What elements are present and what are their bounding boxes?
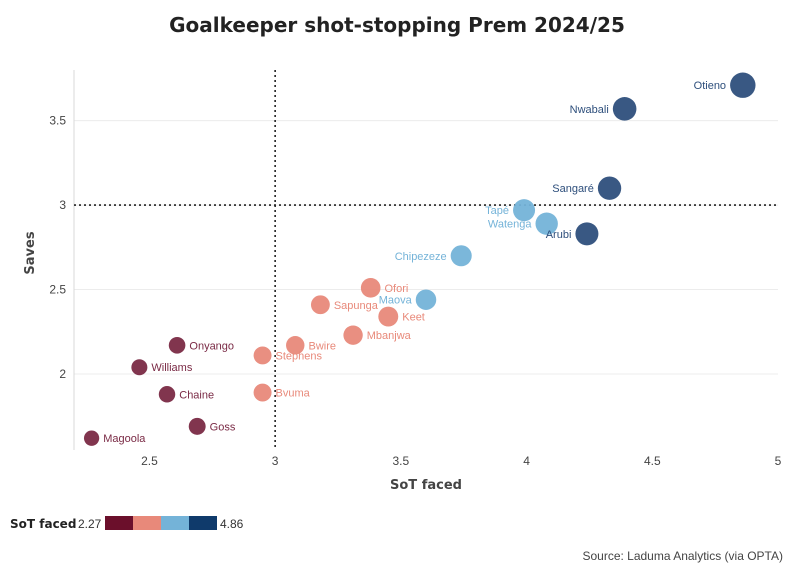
data-label: Arubi [546, 229, 572, 241]
data-label: Chaine [179, 389, 214, 401]
legend-swatch [189, 516, 217, 530]
data-point [168, 336, 186, 354]
legend-title: SoT faced [10, 517, 76, 531]
data-point [158, 386, 176, 403]
data-point [253, 383, 272, 402]
y-axis-title: Saves [23, 231, 38, 274]
legend-swatch [161, 516, 189, 530]
data-label: Stephens [276, 350, 323, 362]
data-label: Williams [151, 362, 192, 374]
legend-min-label: 2.27 [78, 517, 102, 531]
data-label: Goss [210, 421, 236, 433]
x-tick-label: 3 [272, 454, 279, 468]
y-tick-label: 3 [59, 198, 66, 212]
data-label: Magoola [103, 433, 146, 445]
legend-swatch [133, 516, 161, 530]
data-label: Otieno [694, 80, 726, 92]
data-label: Onyango [189, 340, 234, 352]
reference-lines [74, 70, 778, 450]
x-tick-label: 4.5 [644, 454, 661, 468]
data-point [253, 346, 272, 365]
chart-title: Goalkeeper shot-stopping Prem 2024/25 [169, 13, 625, 37]
data-labels: Otieno Nwabali Sangaré Arubi Tapé Watenga Chip… [103, 80, 726, 445]
data-label: Maova [379, 295, 413, 307]
data-point [513, 199, 536, 222]
data-label: Chipezeze [395, 251, 447, 263]
y-tick-label: 2.5 [49, 283, 66, 297]
data-point [597, 176, 622, 200]
data-point [415, 289, 437, 310]
data-point [310, 295, 330, 315]
data-label: Bvuma [276, 388, 311, 400]
data-label: Ofori [385, 283, 409, 295]
data-label: Bwire [308, 340, 336, 352]
data-label: Mbanjwa [367, 330, 412, 342]
data-label: Tapé [485, 205, 509, 217]
legend-swatch [105, 516, 133, 530]
data-label: Sapunga [334, 300, 379, 312]
source-note: Source: Laduma Analytics (via OPTA) [582, 549, 783, 563]
x-axis-title: SoT faced [390, 478, 462, 493]
y-tick-label: 2 [59, 367, 66, 381]
x-tick-label: 5 [775, 454, 782, 468]
legend-max-label: 4.86 [220, 517, 244, 531]
data-point [612, 97, 637, 121]
data-label: Watenga [488, 219, 533, 231]
data-point [730, 72, 756, 98]
x-tick-label: 4 [523, 454, 530, 468]
data-point [83, 430, 100, 446]
y-tick-label: 3.5 [49, 114, 66, 128]
data-label: Sangaré [552, 183, 594, 195]
data-point [378, 306, 399, 327]
data-point [343, 325, 363, 345]
axes: 2 2.5 3 3.5 2.5 3 3.5 4 4.5 5 [49, 70, 782, 468]
data-point [360, 278, 381, 298]
x-tick-label: 2.5 [141, 454, 158, 468]
legend-color-bar [105, 516, 217, 530]
data-point [535, 212, 558, 235]
data-label: Nwabali [570, 104, 609, 116]
data-points [83, 72, 756, 446]
data-point [450, 245, 472, 267]
data-point [131, 359, 148, 376]
data-label: Keet [402, 312, 425, 324]
color-legend: SoT faced 2.27 4.86 [10, 516, 244, 531]
data-point [575, 222, 599, 246]
grid-lines [74, 120, 778, 375]
x-tick-label: 3.5 [393, 454, 410, 468]
data-point [188, 417, 206, 435]
data-point [286, 336, 305, 355]
